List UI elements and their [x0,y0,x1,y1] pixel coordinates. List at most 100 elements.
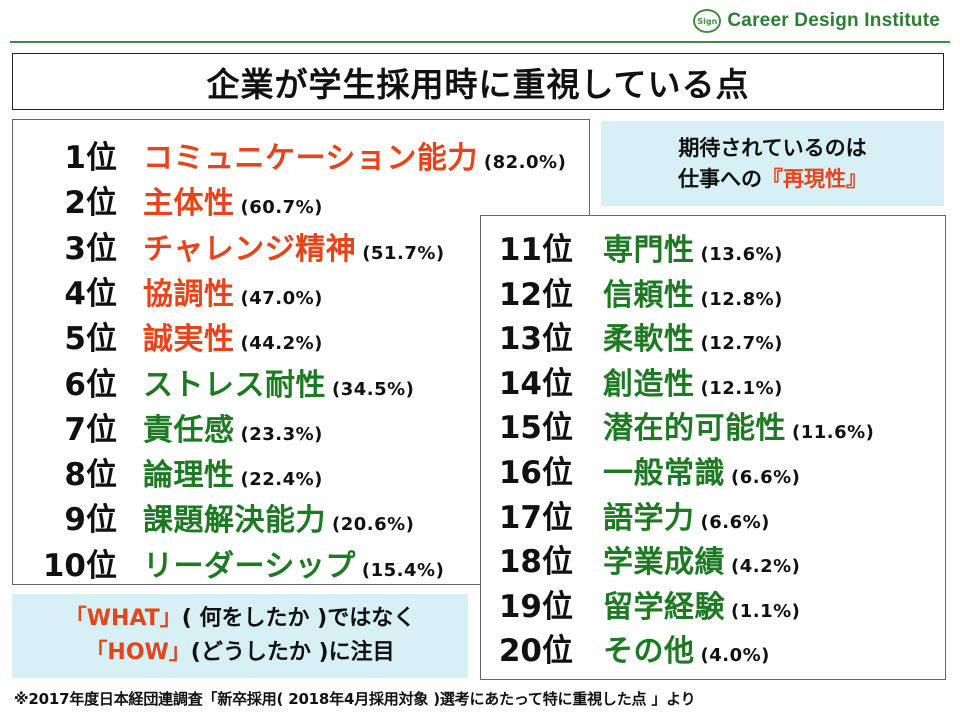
rank-label: 5位 [64,321,117,358]
attribute-name: リーダーシップ [143,548,356,584]
attribute-name: 課題解決能力 [143,503,326,539]
callout-top-line2: 仕事への『再現性』 [678,164,867,194]
attribute-percentage: (23.3%) [240,423,323,445]
attribute-percentage: (15.4%) [361,559,445,581]
rank-label: 4位 [64,275,117,312]
ranking-row: 6位 ストレス耐性 (34.5%) [13,359,414,404]
attribute-percentage: (6.6%) [731,467,801,488]
attribute-name: チャレンジ精神 [143,231,357,267]
attribute-percentage: (22.4%) [240,469,323,491]
rank-label: 1位 [64,140,117,176]
title-box: 企業が学生採用時に重視している点 [12,53,944,110]
ranking-row: 16位 一般常識 (6.6%) [481,447,800,492]
rank-label: 18位 [498,544,573,581]
attribute-name: 主体性 [143,186,235,222]
callout-top-line1: 期待されているのは [678,136,867,161]
ranking-row: 20位 その他 (4.0%) [481,625,770,670]
ranking-row: 1位 コミュニケーション能力 (82.0%) [13,132,566,177]
what-label: 「WHAT」 [64,605,182,631]
attribute-name: 誠実性 [143,322,235,358]
ranking-row: 13位 柔軟性 (12.7%) [481,313,783,358]
logo-text: Career Design Institute [727,10,940,31]
rank-label: 6位 [64,366,117,403]
attribute-percentage: (11.6%) [792,422,875,444]
ranking-row: 5位 誠実性 (44.2%) [13,313,323,358]
callout-reproducibility: 期待されているのは 仕事への『再現性』 [601,121,944,206]
rank-label: 20位 [498,633,573,670]
ranking-row: 9位 課題解決能力 (20.6%) [13,494,414,539]
rank-label: 19位 [498,588,573,625]
attribute-percentage: (12.1%) [700,377,783,399]
attribute-percentage: (13.6%) [700,244,783,265]
attribute-percentage: (1.1%) [731,600,801,622]
logo-badge-icon: Sign [693,9,722,33]
rank-label: 11位 [498,232,573,268]
rank-label: 8位 [64,457,117,494]
ranking-row: 10位 リーダーシップ (15.4%) [13,540,444,585]
rank-label: 17位 [498,499,573,536]
attribute-name: 責任感 [143,412,235,448]
how-label: 「HOW」 [85,640,191,665]
attribute-name: 論理性 [143,458,235,494]
callout-bottom-line2: 「HOW」(どうしたか )に注目 [85,636,394,670]
attribute-name: 専門性 [603,233,695,268]
attribute-percentage: (4.2%) [731,556,801,578]
ranking-row: 18位 学業成績 (4.2%) [481,536,800,581]
attribute-percentage: (44.2%) [240,333,323,355]
attribute-name: 一般常識 [603,456,725,491]
attribute-percentage: (51.7%) [362,242,445,264]
callout-top-emphasis: 『再現性』 [762,166,867,191]
rank-label: 15位 [498,410,573,447]
rank-label: 13位 [498,321,573,358]
header-divider [10,41,950,43]
ranking-row: 14位 創造性 (12.1%) [481,358,783,403]
rank-label: 2位 [64,185,117,222]
attribute-percentage: (6.6%) [700,511,770,533]
ranking-row: 7位 責任感 (23.3%) [13,404,323,449]
ranking-row: 3位 チャレンジ精神 (51.7%) [13,223,445,268]
ranking-row: 15位 潜在的可能性 (11.6%) [481,402,874,447]
rank-label: 9位 [64,502,117,539]
attribute-name: 創造性 [603,366,695,402]
ranking-row: 4位 協調性 (47.0%) [13,268,323,313]
attribute-name: コミュニケーション能力 [143,141,478,176]
attribute-name: ストレス耐性 [143,367,326,403]
attribute-name: 潜在的可能性 [603,411,786,447]
rank-label: 10位 [42,547,117,584]
callout-top-prefix: 仕事への [678,166,762,191]
attribute-name: 語学力 [603,500,695,536]
attribute-name: 柔軟性 [603,322,695,358]
rank-label: 14位 [498,365,573,402]
how-desc: (どうしたか )に注目 [190,640,395,665]
attribute-percentage: (60.7%) [240,197,323,219]
attribute-name: 信頼性 [603,277,695,313]
what-desc: ( 何をしたか )ではなく [181,605,416,631]
attribute-percentage: (47.0%) [240,287,323,309]
ranking-row: 12位 信頼性 (12.8%) [481,269,783,314]
rank-label: 7位 [64,411,117,448]
rank-label: 16位 [498,455,573,491]
attribute-name: 協調性 [143,276,235,312]
attribute-percentage: (82.0%) [483,152,567,173]
attribute-name: 留学経験 [603,589,725,625]
attribute-percentage: (12.8%) [700,288,783,310]
page-title: 企業が学生採用時に重視している点 [206,64,750,104]
brand-logo: Sign Career Design Institute [693,8,940,34]
attribute-name: 学業成績 [603,545,725,581]
callout-what-how: 「WHAT」( 何をしたか )ではなく 「HOW」(どうしたか )に注目 [12,594,468,678]
attribute-percentage: (12.7%) [700,333,783,355]
rank-label: 3位 [64,230,117,267]
attribute-percentage: (4.0%) [700,645,770,667]
ranking-panel-11-20: 11位 専門性 (13.6%) 12位 信頼性 (12.8%) 13位 柔軟性 (12.7%) 1… [480,215,946,680]
callout-bottom-line1: 「WHAT」( 何をしたか )ではなく [65,602,415,636]
ranking-row: 19位 留学経験 (1.1%) [481,581,800,626]
ranking-row: 17位 語学力 (6.6%) [481,492,770,537]
ranking-row: 8位 論理性 (22.4%) [13,449,323,494]
attribute-percentage: (20.6%) [332,514,415,536]
attribute-percentage: (34.5%) [332,378,415,400]
ranking-row: 2位 主体性 (60.7%) [13,177,323,222]
attribute-name: その他 [603,634,695,670]
source-footnote: ※2017年度日本経団連調査「新卒採用( 2018年4月採用対象 )選考にあたっ… [14,690,696,708]
rank-label: 12位 [498,276,573,313]
ranking-row: 11位 専門性 (13.6%) [481,224,783,269]
